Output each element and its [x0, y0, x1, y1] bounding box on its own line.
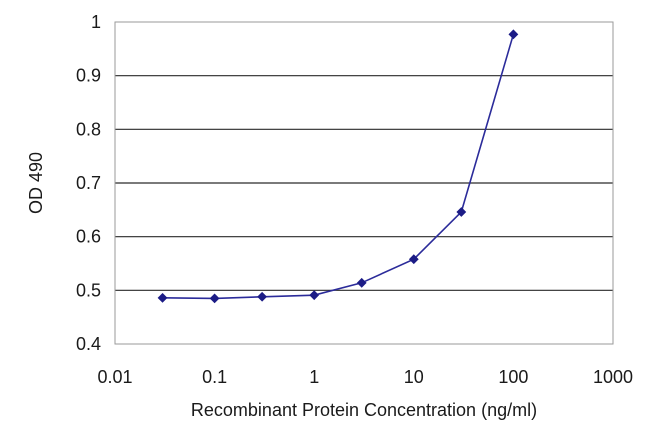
data-point — [309, 290, 320, 301]
x-tick-labels: 0.01 0.1 1 10 100 1000 — [97, 367, 633, 387]
y-tick-label: 0.4 — [76, 334, 101, 354]
x-tick-label: 10 — [404, 367, 424, 387]
y-tick-labels: 0.4 0.5 0.6 0.7 0.8 0.9 1 — [76, 12, 101, 354]
data-point — [456, 207, 467, 217]
y-tick-label: 0.8 — [76, 119, 101, 139]
series-layer — [157, 29, 519, 304]
data-point — [508, 29, 519, 40]
data-point — [257, 291, 268, 302]
y-axis-title: OD 490 — [26, 152, 46, 214]
data-point — [157, 292, 168, 303]
x-tick-label: 1000 — [593, 367, 633, 387]
data-point — [408, 254, 419, 265]
x-tick-label: 0.1 — [202, 367, 227, 387]
data-point — [356, 277, 367, 288]
x-axis-title: Recombinant Protein Concentration (ng/ml… — [191, 400, 537, 420]
y-tick-label: 0.5 — [76, 280, 101, 300]
plot-frame — [114, 21, 614, 345]
series-line — [162, 34, 515, 300]
x-tick-label: 1 — [309, 367, 319, 387]
data-point — [209, 293, 220, 304]
y-tick-label: 1 — [91, 12, 101, 32]
y-tick-label: 0.9 — [76, 66, 101, 86]
x-tick-label: 100 — [498, 367, 528, 387]
grid-layer — [115, 75, 613, 291]
y-tick-label: 0.6 — [76, 227, 101, 247]
y-tick-label: 0.7 — [76, 173, 101, 193]
x-tick-label: 0.01 — [97, 367, 132, 387]
